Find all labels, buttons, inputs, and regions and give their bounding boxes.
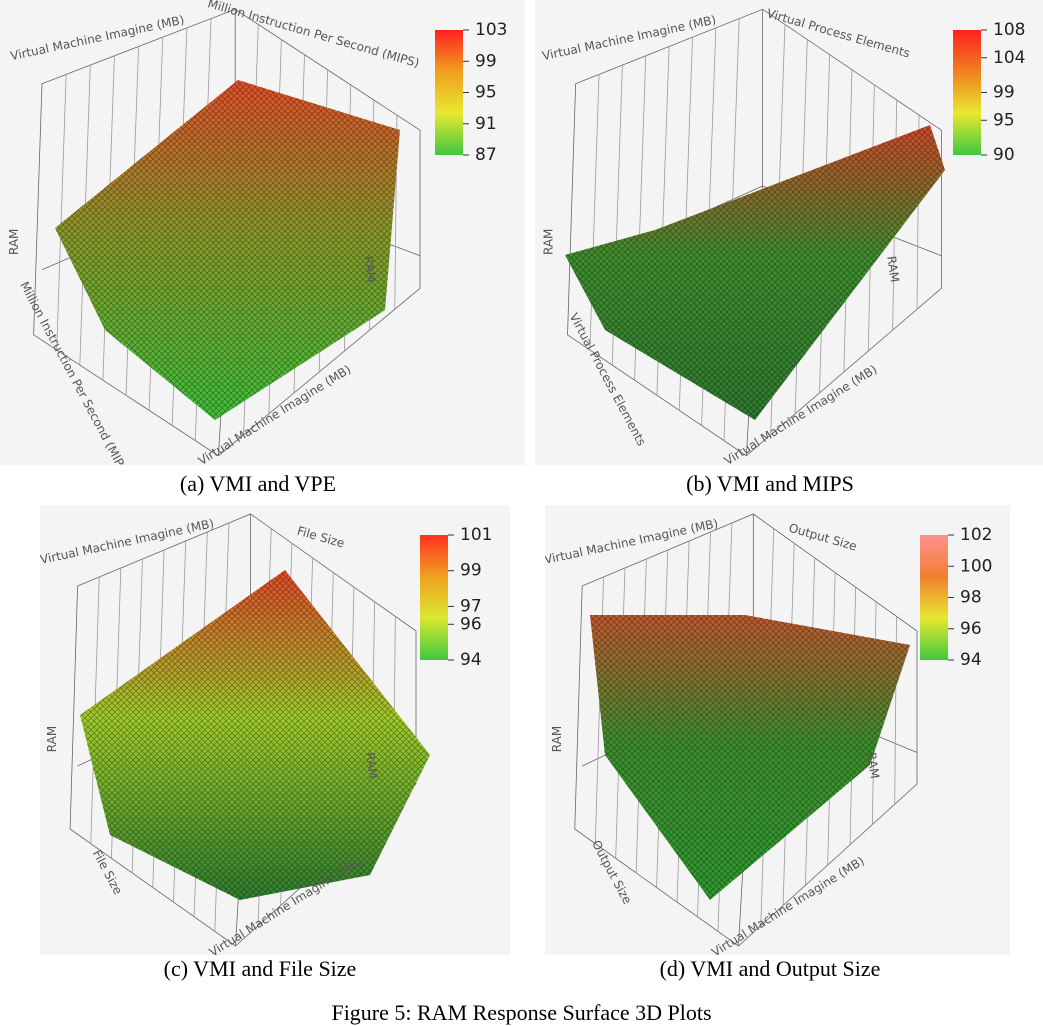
colorbar-tick-label: 95 [993, 110, 1015, 130]
colorbar-tick-label: 99 [993, 83, 1015, 103]
colorbar-tick-label: 100 [960, 556, 992, 576]
axis-label: File Size [295, 524, 346, 551]
colorbar-tick-label: 97 [460, 596, 482, 616]
colorbar-tick-label: 104 [993, 48, 1025, 68]
box-edges [567, 8, 942, 457]
panel-caption: (c) VMI and File Size [163, 956, 357, 981]
colorbar-tick-label: 94 [460, 650, 482, 670]
colorbar-tick-label: 95 [475, 83, 497, 103]
colorbar-tick-label: 96 [460, 614, 482, 634]
figure-caption: Figure 5: RAM Response Surface 3D Plots [331, 1000, 712, 1025]
colorbar [420, 535, 448, 660]
colorbar [920, 535, 948, 660]
surface-mesh [55, 80, 400, 420]
colorbar-tick-label: 91 [475, 114, 497, 134]
surface-mesh [590, 615, 910, 900]
colorbar-tick-label: 90 [993, 145, 1015, 165]
colorbar-tick-label: 101 [460, 525, 492, 545]
axis-label: Million Instruction Per Second (MIPS) [206, 0, 421, 70]
axis-label: RAM [363, 751, 381, 779]
surface-plot: Virtual Machine Imagine (MB) Output Size R… [545, 505, 1010, 955]
colorbar-tick-label: 94 [960, 650, 982, 670]
axis-label: Virtual Machine Imagine (MB) [545, 516, 719, 567]
axis-label: File Size [90, 847, 125, 896]
axis-label: Output Size [589, 838, 634, 907]
colorbar-tick-label: 99 [475, 51, 497, 71]
axis-label: Output Size [787, 521, 858, 554]
box-grid [56, 74, 67, 350]
colorbar [953, 30, 981, 155]
surface-mesh [565, 125, 945, 420]
axis-label: Virtual Machine Imagine (MB) [40, 516, 215, 567]
surface-plot: Virtual Machine Imagine (MB) Virtual Proc… [535, 0, 1043, 465]
colorbar-tick-label: 98 [960, 588, 982, 608]
colorbar-tick-label: 87 [475, 145, 497, 165]
colorbar-tick-label: 108 [993, 20, 1025, 40]
axis-label: RAM [550, 726, 564, 752]
axis-label: Virtual Process Elements [765, 6, 911, 60]
axis-label: RAM [45, 726, 59, 752]
axis-label: Virtual Machine Imagine (MB) [9, 13, 185, 64]
surface-mesh [80, 570, 430, 900]
colorbar-tick-label: 99 [460, 561, 482, 581]
axis-label: RAM [541, 229, 555, 255]
colorbar [435, 30, 463, 155]
panel-caption: (a) VMI and VPE [179, 471, 337, 496]
axis-label: RAM [361, 255, 379, 283]
panel-caption: (d) VMI and Output Size [659, 956, 881, 981]
axis-label: RAM [7, 229, 21, 255]
surface-plot: Virtual Machine Imagine (MB) File Size RAM… [40, 505, 510, 955]
colorbar-tick-label: 102 [960, 525, 992, 545]
axis-label: RAM [884, 255, 902, 283]
surface-plot: Virtual Machine Imagine (MB) Million Inst… [0, 0, 525, 465]
colorbar-tick-label: 103 [475, 20, 507, 40]
axis-label: RAM [864, 751, 882, 779]
panel-caption: (b) VMI and MIPS [686, 471, 854, 496]
colorbar-tick-label: 96 [960, 619, 982, 639]
